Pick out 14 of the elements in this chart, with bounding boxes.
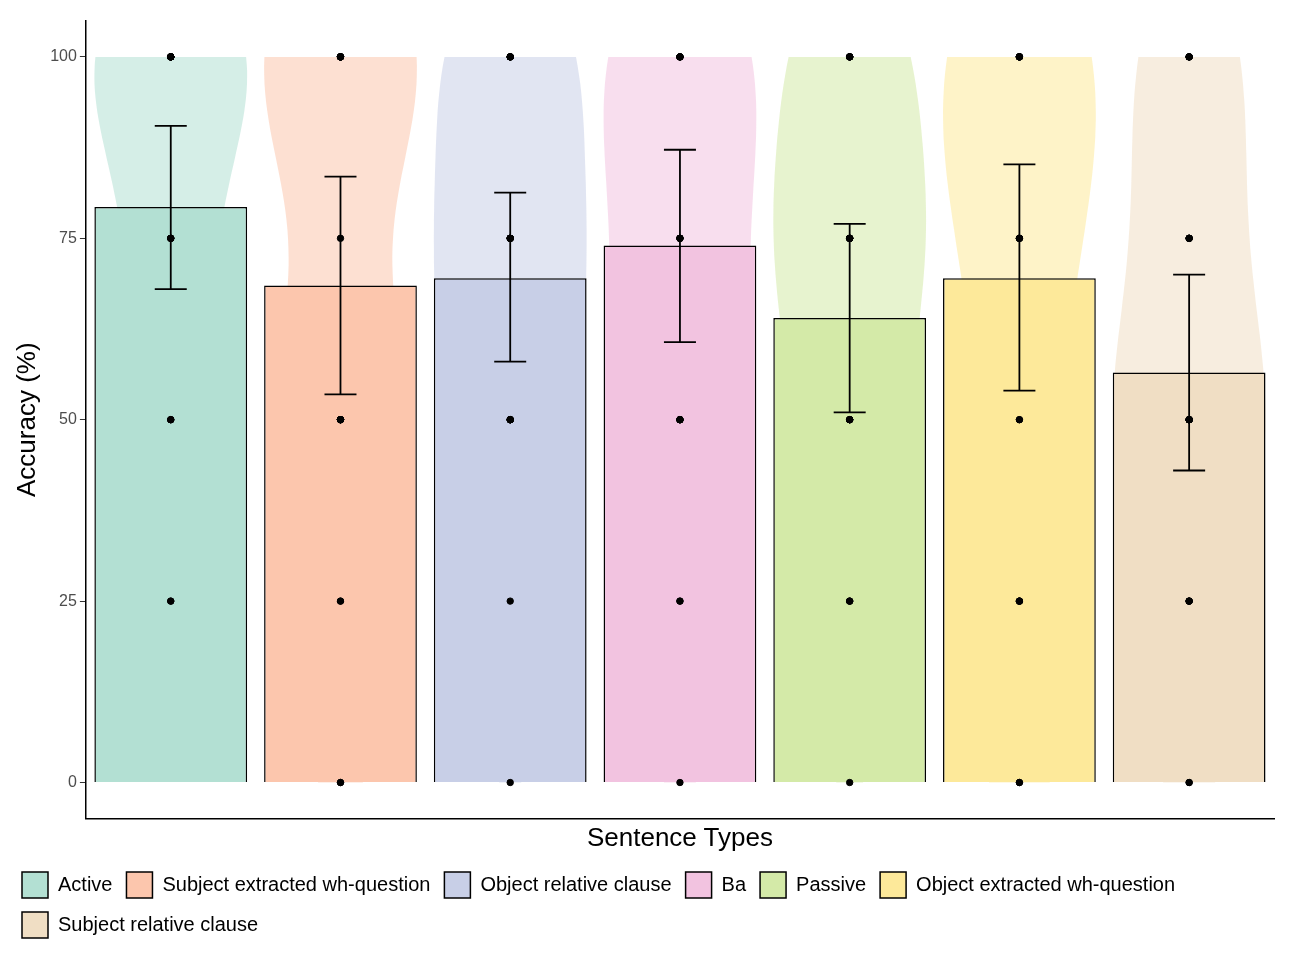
y-tick-label: 25 bbox=[59, 591, 77, 609]
y-axis-title: Accuracy (%) bbox=[10, 342, 41, 497]
legend-label: Subject extracted wh-question bbox=[162, 872, 431, 895]
y-tick-label: 50 bbox=[59, 410, 77, 428]
x-axis-title: Sentence Types bbox=[586, 821, 773, 852]
legend-label: Ba bbox=[721, 872, 747, 895]
y-tick-label: 0 bbox=[67, 772, 77, 790]
legend-label: Object relative clause bbox=[480, 872, 672, 895]
y-tick-label: 75 bbox=[59, 228, 77, 246]
legend-label: Subject relative clause bbox=[58, 912, 259, 935]
y-tick-label: 100 bbox=[50, 47, 77, 65]
legend-label: Object extracted wh-question bbox=[916, 872, 1176, 895]
legend-label: Passive bbox=[796, 872, 867, 895]
legend-label: Active bbox=[58, 872, 113, 895]
